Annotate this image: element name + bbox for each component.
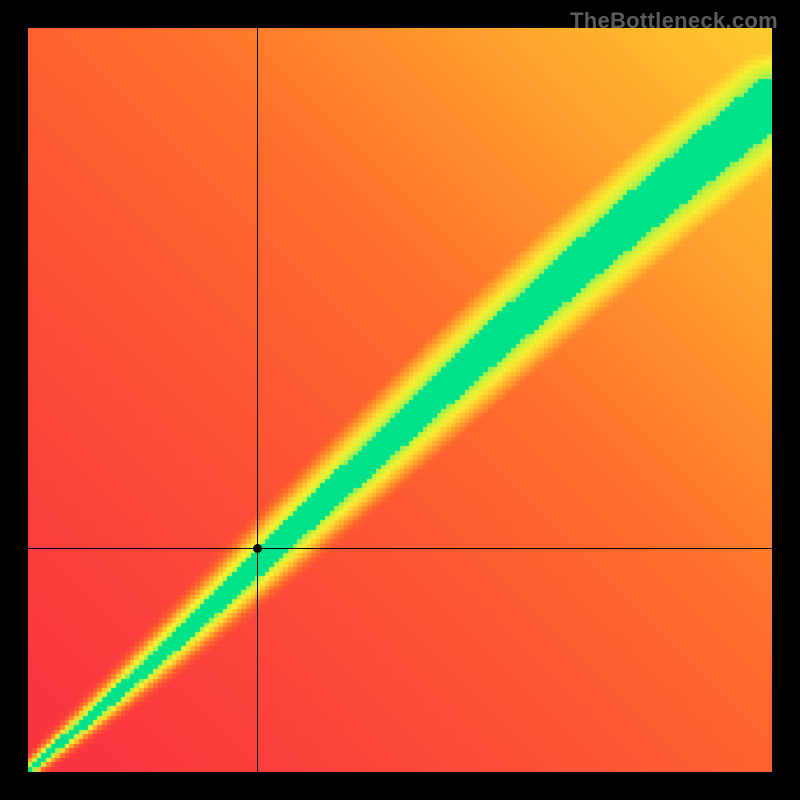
watermark-text: TheBottleneck.com [570, 8, 778, 34]
crosshair-horizontal [28, 548, 772, 549]
bottleneck-heatmap [28, 28, 772, 772]
figure-container: TheBottleneck.com [0, 0, 800, 800]
crosshair-dot [253, 544, 262, 553]
crosshair-vertical [257, 28, 258, 772]
